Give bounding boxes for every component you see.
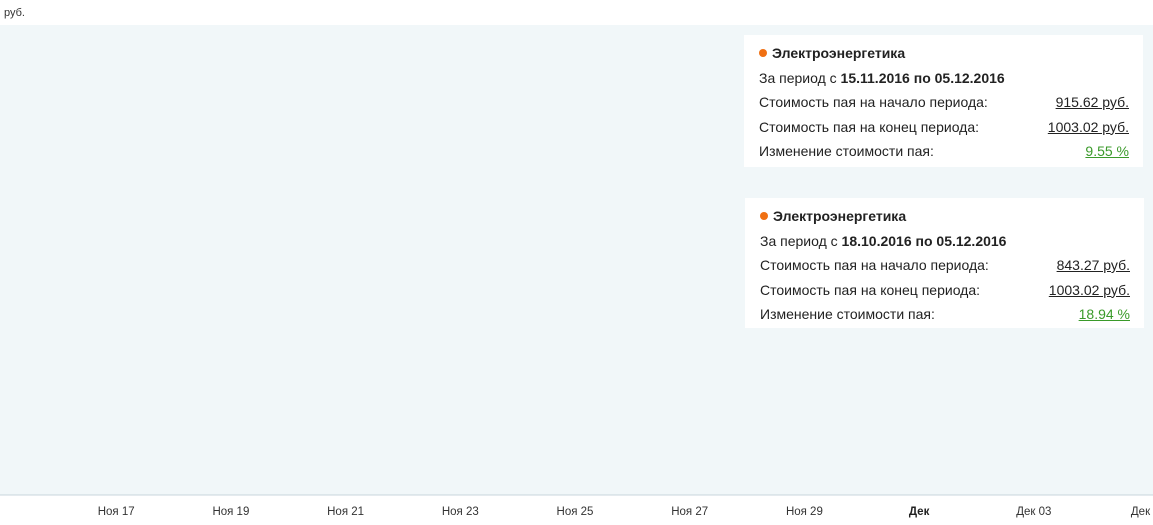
x-tick-label: Дек	[909, 506, 930, 518]
tooltip-end-value[interactable]: 1003.02 руб.	[1048, 281, 1130, 298]
tooltip-start-row: Стоимость пая на начало периода: 915.62 …	[759, 90, 1129, 115]
x-tick-label: Ноя 25	[557, 506, 594, 518]
x-tick-labels: Ноя 17 Ноя 19 Ноя 21 Ноя 23 Ноя 25 Ноя 27 Ноя …	[98, 506, 1153, 518]
tooltip-start-value[interactable]: 843.27 руб.	[1056, 257, 1130, 273]
x-tick-label: Ноя 29	[786, 506, 823, 518]
tooltip-start-row: Стоимость пая на начало периода: 843.27 …	[760, 253, 1130, 278]
x-tick-label: Ноя 17	[98, 506, 135, 518]
x-tick-label: Ноя 19	[212, 506, 249, 518]
tooltip-change-value[interactable]: 18.94 %	[1078, 306, 1130, 322]
tooltip-change-value[interactable]: 9.55 %	[1085, 143, 1129, 159]
x-tick-label: Ноя 27	[671, 506, 708, 518]
tooltip-end-label: Стоимость пая на конец периода:	[760, 281, 981, 298]
tooltip-change-row: Изменение стоимости пая: 18.94 %	[760, 302, 1130, 327]
x-tick-label: Ноя 21	[327, 506, 364, 518]
tooltip-start-value[interactable]: 915.62 руб.	[1055, 94, 1129, 110]
series-marker-icon	[760, 212, 768, 220]
tooltip-period-value: 15.11.2016 по 05.12.2016	[840, 69, 1005, 86]
tooltip-start-label: Стоимость пая на начало периода:	[760, 257, 989, 273]
tooltip-series-name: Электроэнергетика	[760, 204, 1130, 229]
unit-label: руб.	[4, 7, 25, 19]
tooltip-change-label: Изменение стоимости пая:	[759, 143, 934, 159]
tooltip-period: За период с 18.10.2016 по 05.12.2016	[760, 229, 1130, 254]
tooltip-period-2: Электроэнергетика За период с 18.10.2016…	[745, 198, 1144, 328]
tooltip-change-label: Изменение стоимости пая:	[760, 306, 935, 322]
x-tick-label: Дек 05	[1131, 506, 1153, 518]
tooltip-end-value[interactable]: 1003.02 руб.	[1047, 118, 1129, 135]
tooltip-end-label: Стоимость пая на конец периода:	[759, 118, 980, 135]
tooltip-change-row: Изменение стоимости пая: 9.55 %	[759, 139, 1129, 164]
x-tick-label: Дек 03	[1016, 506, 1051, 518]
tooltip-period-value: 18.10.2016 по 05.12.2016	[841, 232, 1007, 249]
series-marker-icon	[759, 49, 767, 57]
tooltip-end-row: Стоимость пая на конец периода: 1003.02 …	[760, 278, 1130, 303]
tooltip-period-prefix: За период с	[759, 69, 837, 86]
tooltip-series-label: Электроэнергетика	[772, 45, 906, 61]
tooltip-period-1: Электроэнергетика За период с 15.11.2016…	[744, 35, 1143, 167]
tooltip-end-row: Стоимость пая на конец периода: 1003.02 …	[759, 115, 1129, 140]
x-tick-label: Ноя 23	[442, 506, 479, 518]
tooltip-start-label: Стоимость пая на начало периода:	[759, 94, 988, 110]
tooltip-series-label: Электроэнергетика	[773, 208, 907, 224]
tooltip-period-prefix: За период с	[760, 232, 838, 249]
tooltip-period: За период с 15.11.2016 по 05.12.2016	[759, 66, 1129, 91]
tooltip-series-name: Электроэнергетика	[759, 41, 1129, 66]
